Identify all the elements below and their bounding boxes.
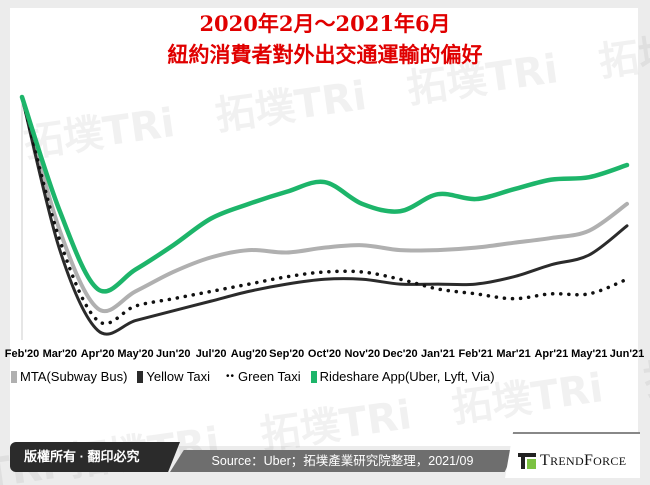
legend-swatch	[11, 370, 17, 383]
x-tick-label: Feb'21	[459, 348, 493, 360]
legend-item: MTA(Subway Bus)	[11, 369, 127, 384]
x-tick-label: Apr'21	[534, 348, 568, 360]
x-tick-label: Sep'20	[269, 348, 304, 360]
legend-label: Rideshare App(Uber, Lyft, Via)	[319, 369, 495, 384]
trendforce-logo: TRENDFORCE	[518, 452, 626, 470]
legend-item: •• Green Taxi	[220, 369, 301, 384]
x-tick-label: May'20	[117, 348, 153, 360]
x-tick-label: Mar'20	[43, 348, 77, 360]
source-note: Source：Uber；拓墣產業研究院整理，2021/09	[170, 450, 515, 472]
series-line-green-taxi	[20, 95, 629, 326]
legend-label: Green Taxi	[238, 369, 301, 384]
legend-swatch	[137, 370, 144, 383]
series-line-yellow-taxi	[20, 95, 629, 336]
chart-panel	[10, 8, 638, 446]
x-tick-label: Jun'21	[610, 348, 644, 360]
x-tick-label: Jul'20	[196, 348, 227, 360]
x-tick-label: Aug'20	[231, 348, 267, 360]
logo-text: TRENDFORCE	[540, 452, 627, 469]
x-tick-label: Dec'20	[383, 348, 418, 360]
series-line-mta-subway-bus-	[20, 95, 629, 313]
chart-title-line2: 紐約消費者對外出交通運輸的偏好	[167, 42, 483, 67]
legend-swatch: ••	[226, 371, 236, 382]
series-line-rideshare-app-uber-lyft-via-	[19, 94, 630, 294]
x-tick-label: Jan'21	[421, 348, 455, 360]
x-tick-label: Jun'20	[156, 348, 190, 360]
legend-label: MTA(Subway Bus)	[20, 369, 128, 384]
x-tick-label: Mar'21	[496, 348, 530, 360]
x-tick-label: Nov'20	[344, 348, 380, 360]
legend-swatch	[310, 370, 317, 383]
copyright-banner: 版權所有 · 翻印必究	[10, 442, 180, 472]
x-tick-label: May'21	[571, 348, 607, 360]
legend-item: Rideshare App(Uber, Lyft, Via)	[310, 369, 495, 384]
x-tick-label: Feb'20	[5, 348, 39, 360]
x-tick-label: Apr'20	[81, 348, 115, 360]
legend-item: Yellow Taxi	[137, 369, 210, 384]
legend-label: Yellow Taxi	[146, 369, 211, 384]
x-tick-label: Oct'20	[308, 348, 341, 360]
chart-title-line1: 2020年2月～2021年6月	[199, 11, 451, 36]
trendforce-logo-mark	[518, 453, 536, 469]
legend: MTA(Subway Bus) Yellow Taxi •• Green Taxi Ri…	[11, 369, 495, 384]
